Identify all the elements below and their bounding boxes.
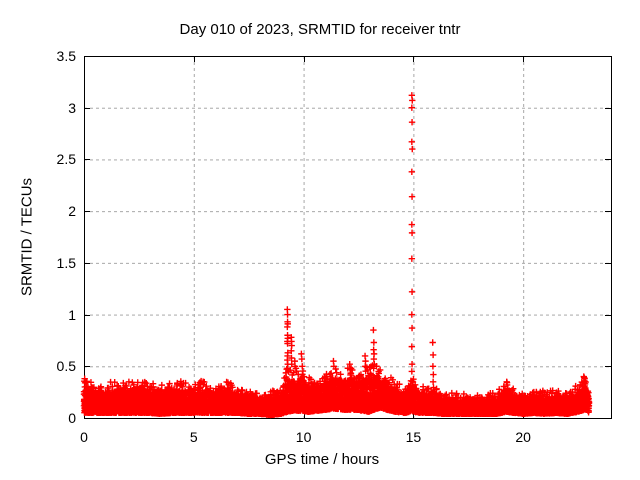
y-tick-label: 3 bbox=[68, 99, 76, 116]
x-tick-label: 5 bbox=[189, 429, 198, 445]
x-tick-label: 0 bbox=[80, 429, 88, 445]
chart-title: Day 010 of 2023, SRMTID for receiver tnt… bbox=[179, 21, 461, 38]
x-tick-label: 10 bbox=[295, 429, 312, 445]
y-tick-label: 1 bbox=[68, 306, 76, 323]
x-tick-label: 20 bbox=[515, 429, 531, 445]
y-tick-label: 2.5 bbox=[56, 151, 76, 168]
y-tick-label: 0.5 bbox=[56, 358, 76, 375]
y-tick-label: 2 bbox=[68, 203, 76, 220]
y-axis-label: SRMTID / TECUs bbox=[18, 177, 36, 297]
y-tick-label: 3.5 bbox=[56, 48, 76, 64]
y-tick-label: 1.5 bbox=[56, 254, 76, 271]
y-tick-label: 0 bbox=[68, 410, 76, 426]
x-tick-label: 15 bbox=[405, 429, 422, 445]
x-axis-label: GPS time / hours bbox=[264, 451, 380, 468]
